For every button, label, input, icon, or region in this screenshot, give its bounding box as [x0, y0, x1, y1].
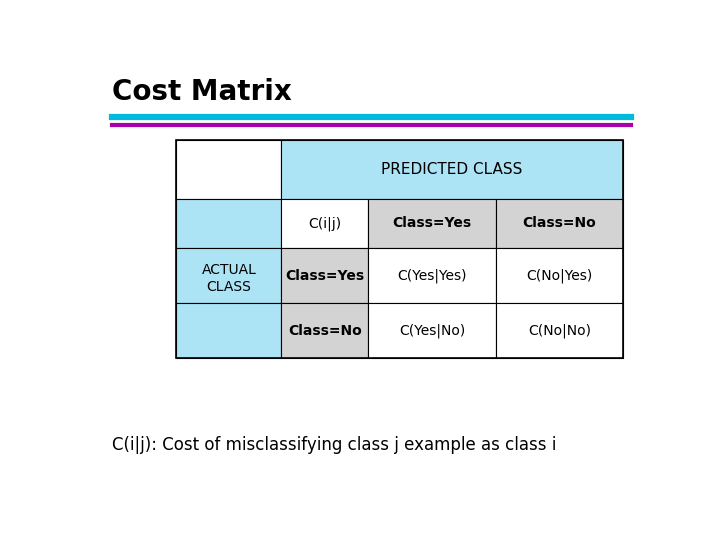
Text: C(Yes|Yes): C(Yes|Yes): [397, 268, 467, 283]
Bar: [282, 303, 369, 358]
Bar: [282, 140, 623, 199]
Text: C(No|Yes): C(No|Yes): [526, 268, 593, 283]
Bar: [495, 303, 623, 358]
Bar: [282, 199, 369, 248]
Bar: [176, 303, 282, 358]
Text: C(Yes|No): C(Yes|No): [399, 323, 465, 338]
Text: Class=No: Class=No: [288, 324, 361, 338]
Text: Class=Yes: Class=Yes: [285, 269, 364, 283]
Bar: [176, 248, 282, 303]
Bar: [369, 199, 495, 248]
Bar: [369, 303, 495, 358]
Bar: [495, 248, 623, 303]
Bar: [282, 248, 369, 303]
Bar: [369, 248, 495, 303]
Bar: [495, 199, 623, 248]
Text: C(i|j): C(i|j): [308, 216, 341, 231]
Bar: [176, 140, 282, 199]
Bar: [176, 199, 282, 248]
Text: Cost Matrix: Cost Matrix: [112, 78, 292, 106]
Text: C(i|j): Cost of misclassifying class j example as class i: C(i|j): Cost of misclassifying class j e…: [112, 436, 557, 454]
Text: Class=Yes: Class=Yes: [392, 217, 472, 231]
Text: Class=No: Class=No: [523, 217, 596, 231]
Text: ACTUAL
CLASS: ACTUAL CLASS: [202, 264, 256, 294]
Bar: [176, 140, 623, 358]
Text: C(No|No): C(No|No): [528, 323, 591, 338]
Text: PREDICTED CLASS: PREDICTED CLASS: [382, 161, 523, 177]
